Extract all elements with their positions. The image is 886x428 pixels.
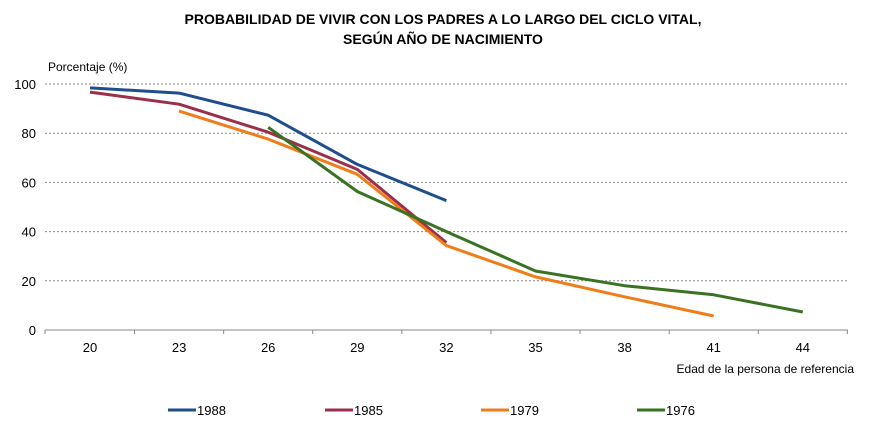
legend-label-1988: 1988 — [197, 403, 226, 418]
legend-label-1976: 1976 — [666, 403, 695, 418]
x-tick-label: 23 — [172, 340, 186, 355]
y-tick-label: 100 — [14, 77, 36, 92]
x-tick-label: 20 — [83, 340, 97, 355]
x-tick-label: 38 — [617, 340, 631, 355]
x-tick-label: 29 — [350, 340, 364, 355]
y-tick-label: 0 — [29, 323, 36, 338]
series-line-1985 — [89, 90, 448, 244]
legend-label-1985: 1985 — [354, 403, 383, 418]
x-tick-label: 41 — [706, 340, 720, 355]
x-axis-label: Edad de la persona de referencia — [677, 362, 855, 376]
y-tick-label: 60 — [22, 175, 36, 190]
chart-title-line2: SEGÚN AÑO DE NACIMIENTO — [343, 30, 543, 47]
x-tick-label: 26 — [261, 340, 275, 355]
x-tick-label: 35 — [528, 340, 542, 355]
chart-title-line1: PROBABILIDAD DE VIVIR CON LOS PADRES A L… — [185, 11, 702, 27]
y-tick-label: 40 — [22, 225, 36, 240]
series-line-1979 — [178, 109, 715, 318]
series-line-1988 — [89, 86, 447, 202]
y-axis-label: Porcentaje (%) — [48, 60, 127, 74]
x-tick-label: 32 — [439, 340, 453, 355]
series-line-1976 — [267, 126, 804, 314]
y-tick-label: 20 — [22, 274, 36, 289]
legend-label-1979: 1979 — [510, 403, 539, 418]
y-tick-label: 80 — [22, 126, 36, 141]
x-tick-label: 44 — [796, 340, 810, 355]
